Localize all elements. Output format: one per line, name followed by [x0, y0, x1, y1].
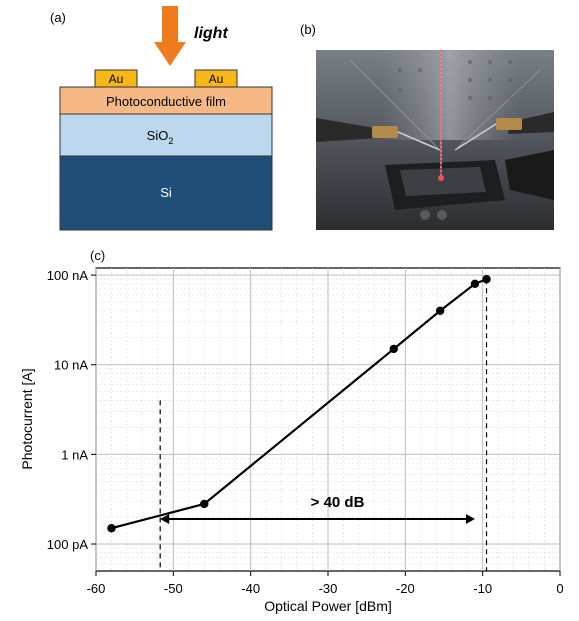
silicon-substrate — [59, 155, 273, 231]
oxide-layer — [59, 113, 273, 157]
probe-station-photo — [316, 50, 554, 230]
panel-a: (a) light Au Au Photoconductive film SiO… — [50, 6, 273, 231]
data-point — [200, 499, 209, 509]
series — [107, 274, 491, 533]
y-tick-label: 100 nA — [47, 268, 89, 283]
y-axis-title: Photocurrent [A] — [19, 368, 35, 469]
x-tick-label: 0 — [556, 581, 563, 596]
film-label: Photoconductive film — [106, 94, 226, 109]
y-tick-label: 1 nA — [61, 447, 88, 462]
panel-c-chart: (c) > 40 dB -60 -50 -40 -30 -20 -10 0 100 pA 1 … — [19, 248, 564, 614]
x-axis-title: Optical Power [dBm] — [264, 598, 392, 614]
x-tick-label: -10 — [473, 581, 492, 596]
reference-lines: > 40 dB — [159, 279, 488, 571]
data-point — [482, 274, 491, 284]
substrate-label: Si — [160, 185, 172, 200]
panel-b-label: (b) — [300, 22, 316, 37]
grid — [95, 268, 561, 571]
x-tick-label: -50 — [164, 581, 183, 596]
light-label: light — [194, 25, 228, 42]
x-tick-label: -40 — [241, 581, 260, 596]
arrow-head-right-icon — [465, 514, 475, 525]
data-point — [389, 344, 398, 354]
electrode-left-label: Au — [109, 72, 124, 86]
x-tick-label: -60 — [87, 581, 106, 596]
y-tick-label: 100 pA — [47, 537, 89, 552]
arrow-head-left-icon — [160, 514, 170, 525]
x-tick-label: -30 — [319, 581, 338, 596]
oxide-label: SiO2 — [147, 128, 174, 146]
x-tick-label: -20 — [396, 581, 415, 596]
data-point — [107, 524, 116, 533]
light-arrow-icon — [154, 6, 186, 66]
y-tick-label: 10 nA — [54, 358, 88, 373]
x-tick-labels: -60 -50 -40 -30 -20 -10 0 — [87, 571, 564, 596]
data-point — [435, 306, 445, 315]
panel-c-label: (c) — [90, 248, 105, 263]
range-arrow-label: > 40 dB — [311, 494, 365, 511]
data-point — [470, 279, 480, 288]
y-tick-labels: 100 pA 1 nA 10 nA 100 nA — [47, 268, 96, 552]
panel-b: (b) — [300, 22, 554, 230]
panel-a-label: (a) — [50, 10, 66, 25]
electrode-right-label: Au — [209, 72, 224, 86]
